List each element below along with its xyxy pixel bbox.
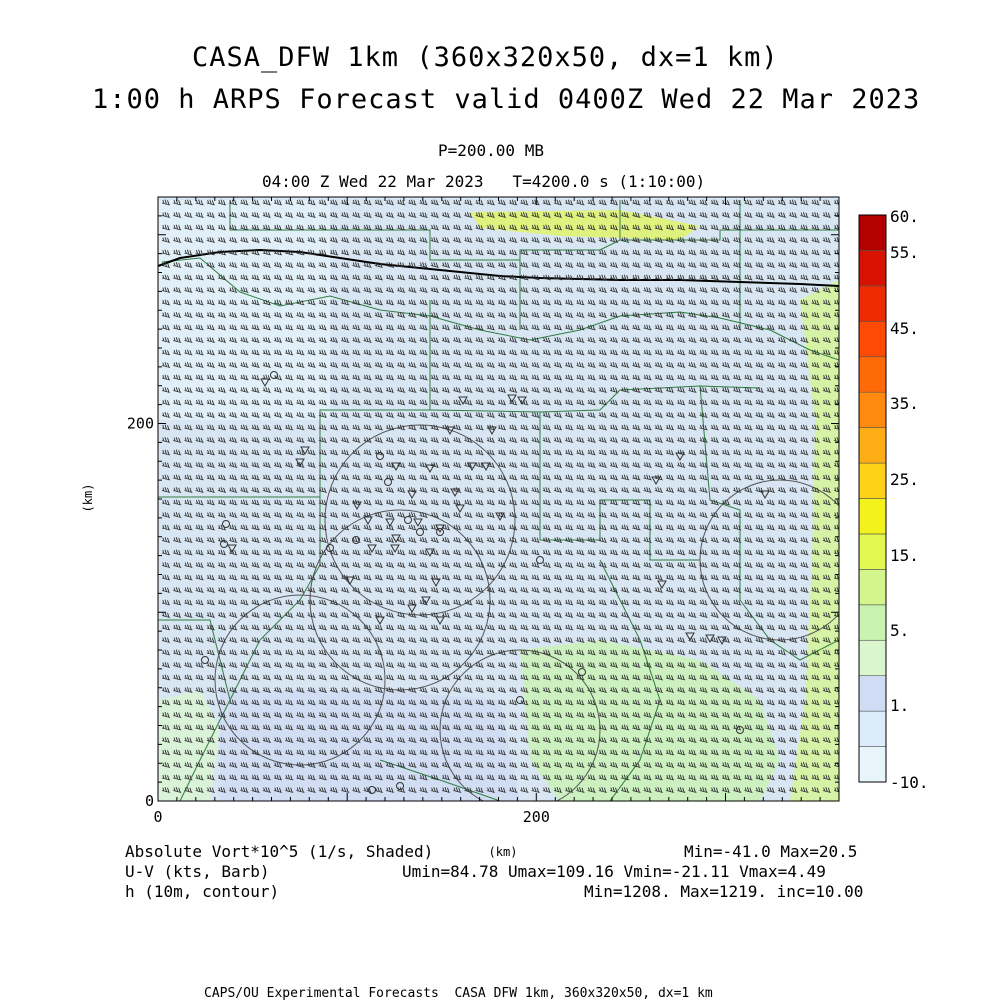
colorbar-swatch [858,533,887,570]
vorticity-region-southeast [520,640,780,801]
colorbar-label: 55. [890,243,919,262]
circle-station-marker [736,726,744,734]
circle-station-marker [270,371,278,379]
x-tick-label: 0 [153,808,162,826]
vorticity-region-northwest [158,200,330,420]
footer-credit: CAPS/OU Experimental Forecasts CASA DFW … [204,986,713,1001]
station-markers [201,371,770,794]
circle-station-marker [376,452,384,460]
circle-station-marker [416,528,424,536]
y-tick-label: 0 [145,792,154,810]
colorbar-swatch [858,214,887,251]
boundary-lines [158,200,839,801]
triangle-station-markers [227,378,770,646]
circle-station-marker [222,520,230,528]
circle-station-marker [220,540,228,548]
colorbar-label: 45. [890,319,919,338]
vorticity-region-south [220,690,520,801]
shaded-field-range: Min=-41.0 Max=20.5 [684,842,858,861]
colorbar-swatch [858,250,887,287]
title-line-1: CASA_DFW 1km (360x320x50, dx=1 km) [192,42,779,73]
colorbar-swatch [858,427,887,464]
circle-station-marker [396,782,404,790]
colorbar-swatch [858,710,887,747]
colorbar-swatch [858,604,887,641]
colorbar-label: 25. [890,470,919,489]
colorbar-frame [858,214,887,783]
colorbar-label: 60. [890,207,919,226]
colorbar-swatch [858,391,887,428]
colorbar-swatch [858,639,887,676]
map-area [158,197,839,801]
circle-station-marker [326,544,334,552]
barb-field-range: Umin=84.78 Umax=109.16 Vmin=-21.11 Vmax=… [402,862,826,881]
wind-barbs [161,199,839,793]
vorticity-region-southwest [158,690,220,801]
colorbar-label: 35. [890,394,919,413]
colorbar-swatch [858,746,887,783]
circle-station-marker [201,656,209,664]
colorbar-label: 1. [890,696,909,715]
circle-station-marker [404,516,412,524]
colorbar-swatch [858,569,887,606]
height-contour [158,248,839,287]
title-line-2: 1:00 h ARPS Forecast valid 0400Z Wed 22 … [92,84,921,115]
y-tick-label: 200 [127,415,154,433]
colorbar-swatch [858,498,887,535]
circle-station-marker [578,668,586,676]
circle-station-marker [536,556,544,564]
colorbar-swatch [858,356,887,393]
colorbar-label: 5. [890,621,909,640]
shaded-field-label: Absolute Vort*10^5 (1/s, Shaded) [125,842,434,861]
circle-station-marker [384,478,392,486]
wind-barb-field [161,199,839,793]
contour-field-label: h (10m, contour) [125,882,280,901]
x-tick-label: 200 [523,808,550,826]
colorbar: 60. 55. 45. 35. 25. 15. 5. 1. -10. [858,207,929,792]
circle-station-marker [368,786,376,794]
y-axis-label: (km) [81,484,95,513]
contour-field-range: Min=1208. Max=1219. inc=10.00 [584,882,864,901]
colorbar-label: -10. [890,773,929,792]
x-axis-label: (km) [489,845,518,859]
colorbar-swatch [858,675,887,712]
colorbar-swatch [858,285,887,322]
colorbar-label: 15. [890,546,919,565]
vorticity-region-east [790,280,839,801]
pressure-level: P=200.00 MB [438,141,544,160]
plot-axes: 0 200 0 200 (km) (km) [81,196,840,859]
circle-station-marker [516,696,524,704]
barb-field-label: U-V (kts, Barb) [125,862,270,881]
circle-station-marker [436,528,444,536]
colorbar-swatch [858,321,887,358]
valid-time: 04:00 Z Wed 22 Mar 2023 T=4200.0 s (1:10… [262,172,706,191]
axis-ticks [157,196,840,802]
circle-station-marker [352,536,360,544]
colorbar-swatch [858,462,887,499]
